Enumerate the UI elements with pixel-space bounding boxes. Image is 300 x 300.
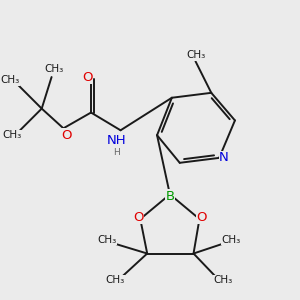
Text: CH₃: CH₃ <box>186 50 205 60</box>
Text: N: N <box>219 152 229 164</box>
Text: O: O <box>61 129 72 142</box>
Text: CH₃: CH₃ <box>105 275 124 285</box>
Text: H: H <box>113 148 120 158</box>
Text: O: O <box>133 211 144 224</box>
Text: CH₃: CH₃ <box>2 130 22 140</box>
Text: O: O <box>196 211 207 224</box>
Text: CH₃: CH₃ <box>97 235 116 245</box>
Text: B: B <box>165 190 174 203</box>
Text: CH₃: CH₃ <box>214 275 233 285</box>
Text: CH₃: CH₃ <box>221 235 241 245</box>
Text: CH₃: CH₃ <box>44 64 63 74</box>
Text: O: O <box>82 70 92 83</box>
Text: NH: NH <box>107 134 127 147</box>
Text: CH₃: CH₃ <box>1 75 20 85</box>
